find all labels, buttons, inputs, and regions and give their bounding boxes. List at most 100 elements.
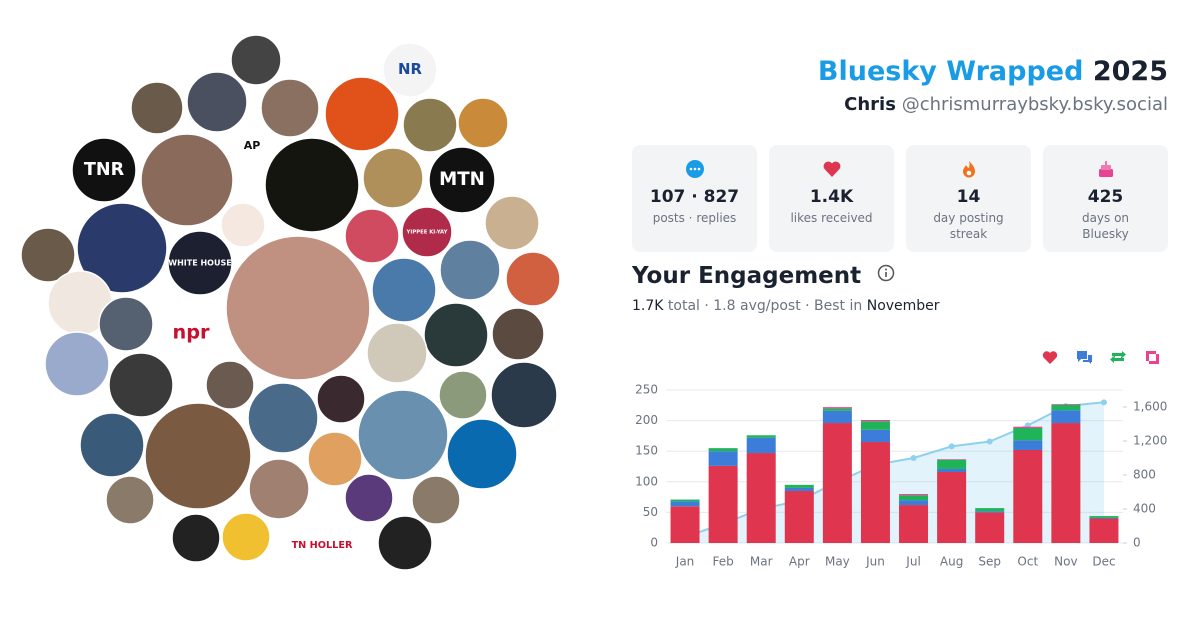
bar-segment: [1051, 404, 1081, 411]
avatar[interactable]: [401, 206, 453, 258]
stat-label: posts · replies: [652, 211, 737, 225]
legend-icon[interactable]: [1077, 351, 1092, 364]
stat-label: day posting streak: [933, 211, 1004, 241]
avatar[interactable]: [221, 512, 271, 562]
x-tick-label: Mar: [750, 555, 773, 569]
avatar[interactable]: [457, 97, 509, 149]
y2-tick-label: 1,200: [1133, 434, 1167, 448]
avatar[interactable]: [108, 352, 174, 418]
avatar[interactable]: [484, 195, 540, 251]
avatar[interactable]: [167, 230, 233, 296]
avatar[interactable]: [144, 402, 252, 510]
legend-icon[interactable]: [1146, 351, 1159, 364]
avatar[interactable]: [220, 202, 266, 248]
avatar-label: MTN: [439, 169, 485, 190]
avatar[interactable]: [357, 389, 449, 481]
bar-segment: [784, 487, 814, 491]
avatar[interactable]: [260, 78, 320, 138]
bar-segment: [1051, 423, 1081, 543]
avatar[interactable]: [316, 374, 366, 424]
avatar[interactable]: [105, 475, 155, 525]
x-tick-label: Aug: [940, 555, 963, 569]
avatar[interactable]: [505, 251, 561, 307]
avatar[interactable]: [366, 322, 428, 384]
avatar[interactable]: [382, 42, 438, 98]
legend-icon[interactable]: [1042, 351, 1058, 364]
avatar[interactable]: [490, 361, 558, 429]
bar-segment: [937, 459, 967, 469]
avatar[interactable]: [371, 257, 437, 323]
stat-label: days on Bluesky: [1081, 211, 1130, 241]
bar-segment: [822, 410, 852, 424]
bar-segment: [822, 407, 852, 409]
avatar[interactable]: [231, 125, 273, 167]
bar-segment: [899, 505, 929, 543]
avatar[interactable]: [247, 382, 319, 454]
avatar[interactable]: [438, 370, 488, 420]
avatar[interactable]: [76, 202, 168, 294]
bar-segment: [899, 495, 929, 501]
avatar[interactable]: [130, 81, 184, 135]
avatar[interactable]: [423, 302, 489, 368]
stat-icon: [823, 161, 840, 177]
avatar[interactable]: [344, 208, 400, 264]
best-month: November: [866, 298, 940, 314]
avatar[interactable]: [264, 137, 360, 233]
avatar[interactable]: [71, 137, 137, 203]
line-point: [910, 455, 917, 461]
avatar[interactable]: [171, 513, 221, 563]
x-tick-label: Jan: [675, 555, 695, 569]
bar-segment: [860, 442, 890, 543]
avatar[interactable]: [44, 331, 110, 397]
avatar[interactable]: [225, 235, 371, 381]
avatar[interactable]: [362, 147, 424, 209]
avatar-label: npr: [172, 321, 210, 344]
info-icon[interactable]: [877, 264, 895, 282]
avatar[interactable]: [377, 515, 433, 571]
avatar-label: TN HOLLER: [292, 540, 353, 551]
avatar[interactable]: [344, 473, 394, 523]
avatar[interactable]: [20, 227, 76, 283]
bar-segment: [1089, 516, 1119, 518]
bar-segment: [670, 506, 700, 543]
avatar[interactable]: [324, 76, 400, 152]
avatar[interactable]: [230, 34, 282, 86]
avatar[interactable]: [428, 146, 496, 214]
avatar[interactable]: [155, 297, 227, 369]
bar-segment: [822, 423, 852, 543]
x-tick-label: Oct: [1017, 555, 1038, 569]
avatar[interactable]: [98, 296, 154, 352]
avatar[interactable]: [140, 133, 234, 227]
x-tick-label: Feb: [713, 555, 734, 569]
bar-segment: [822, 408, 852, 411]
bar-segment: [1051, 410, 1081, 424]
avatar[interactable]: [186, 71, 248, 133]
stat-icon: [685, 160, 704, 178]
stat-label: likes received: [790, 211, 873, 225]
bar-segment: [708, 451, 738, 466]
subtitle: Chris @chrismurraybsky.bsky.social: [844, 94, 1168, 115]
avatar[interactable]: [402, 97, 458, 153]
avatar[interactable]: [205, 360, 255, 410]
avatar-cluster: NR TNR AP MTN WHITE HOUSE YIPPEE KI-YAY npr TN …: [20, 34, 561, 578]
bar-segment: [670, 501, 700, 507]
avatar[interactable]: [439, 239, 501, 301]
avatar[interactable]: [446, 418, 518, 490]
avatar[interactable]: [491, 307, 545, 361]
avatar[interactable]: [289, 512, 355, 578]
x-tick-label: May: [825, 555, 850, 569]
bar-segment: [746, 437, 776, 454]
avatar-label: AP: [244, 139, 261, 152]
avatar[interactable]: [79, 412, 145, 478]
bar-segment: [1013, 440, 1043, 450]
avatar[interactable]: [307, 431, 363, 487]
y2-tick-label: 0: [1133, 536, 1141, 550]
bar-segment: [937, 459, 967, 460]
stat-card: 14 day posting streak: [906, 145, 1031, 252]
avatar[interactable]: [411, 475, 461, 525]
legend-icon[interactable]: [1110, 351, 1126, 363]
bar-segment: [860, 429, 890, 443]
bar-segment: [1089, 518, 1119, 543]
avatar[interactable]: [248, 458, 310, 520]
